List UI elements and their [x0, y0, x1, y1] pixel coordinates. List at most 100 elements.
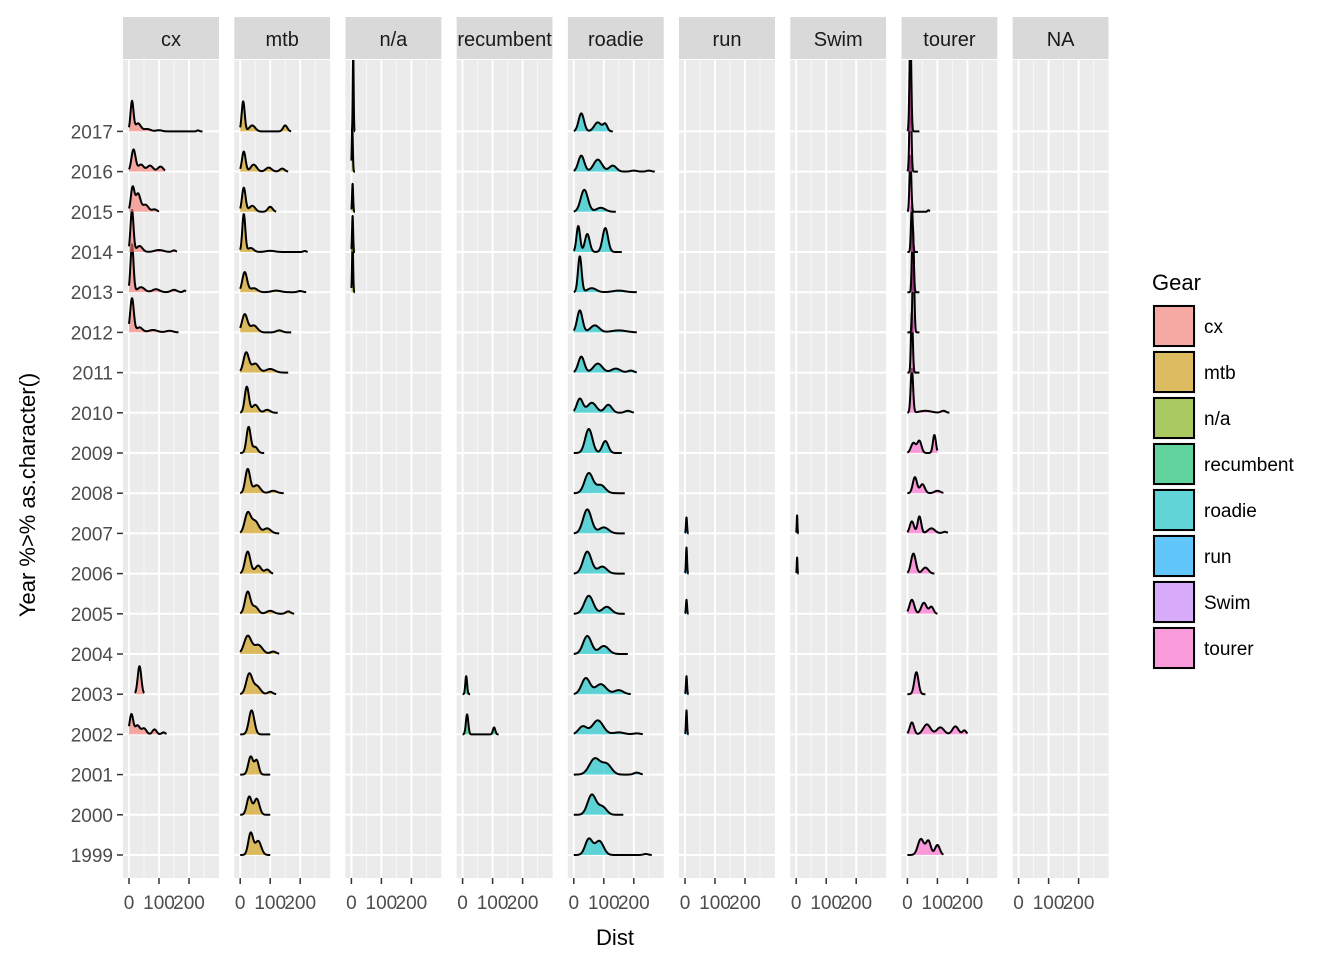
- ridge-fill: [240, 511, 280, 534]
- strip-background: [1012, 17, 1109, 59]
- x-tick-label: 0: [791, 893, 802, 914]
- strip-label: Swim: [814, 29, 863, 51]
- ridge-tourer-2010: [906, 367, 951, 414]
- ridge-line: [906, 311, 921, 374]
- ridge-mtb-2005: [239, 590, 295, 615]
- ridge-line: [573, 719, 644, 736]
- ridge-na-2013: [350, 241, 356, 294]
- ridge-roadie-2006: [573, 550, 626, 575]
- x-tick-label: 200: [952, 893, 984, 914]
- ridge-line: [239, 351, 289, 374]
- ridge-line: [350, 182, 356, 213]
- ridge-line: [906, 515, 949, 534]
- y-tick-label: 2000: [71, 806, 113, 827]
- legend-item-roadie: roadie: [1152, 488, 1257, 532]
- strip-label: run: [713, 29, 742, 51]
- ridge-fill: [240, 101, 292, 132]
- ridge-line: [684, 598, 690, 615]
- ridge-fill: [240, 352, 289, 373]
- ridge-mtb-2015: [239, 186, 277, 213]
- strip-label: tourer: [923, 29, 976, 51]
- ridge-swim-2006: [795, 556, 800, 575]
- ridge-roadie-2016: [573, 154, 656, 173]
- x-tick-label: 100: [477, 893, 509, 914]
- ridge-line: [573, 112, 614, 133]
- x-tick-label: 100: [588, 893, 620, 914]
- ridge-roadie-2005: [573, 594, 626, 615]
- ridge-line: [239, 150, 289, 173]
- legend-item-na: n/a: [1152, 396, 1231, 440]
- ridge-line: [573, 508, 626, 535]
- ridge-tourer-2005: [906, 598, 939, 615]
- ridge-fill: [240, 468, 284, 494]
- y-axis-title: Year %>% as.character(): [15, 373, 40, 617]
- y-tick-label: 2010: [71, 404, 113, 425]
- ridge-tourer-2006: [906, 552, 936, 575]
- ridge-roadie-2015: [573, 188, 617, 213]
- ridge-line: [906, 671, 927, 696]
- ridge-fill: [240, 426, 265, 453]
- strip-label: roadie: [588, 29, 644, 51]
- ridge-run-2005: [684, 598, 690, 615]
- y-tick-label: 2009: [71, 444, 113, 465]
- ridge-run-2006: [684, 546, 690, 575]
- ridge-roadie-2009: [573, 428, 623, 454]
- ridge-fill: [573, 509, 625, 534]
- y-tick-label: 2001: [71, 766, 113, 787]
- y-tick-label: 2008: [71, 484, 113, 505]
- facet-panel-na: [1012, 60, 1109, 878]
- ridge-fill: [907, 435, 938, 453]
- panel-background: [234, 60, 331, 878]
- ridge-fill: [573, 678, 631, 695]
- ridge-line: [239, 100, 292, 133]
- legend-swatch: [1153, 397, 1195, 439]
- ridge-line: [239, 385, 279, 414]
- ridge-line: [684, 709, 690, 736]
- ridge-tourer-2009: [906, 434, 939, 454]
- ridge-mtb-2002: [239, 709, 271, 736]
- ridge-fill: [573, 398, 634, 413]
- legend-item-recumbent: recumbent: [1152, 442, 1294, 486]
- ridge-run-2003: [684, 675, 690, 696]
- ridge-mtb-2013: [239, 271, 307, 294]
- ridge-na-2016: [350, 126, 356, 173]
- ridge-fill: [129, 186, 159, 212]
- facet-strip: NA: [1012, 17, 1109, 59]
- ridge-recumbent-2002: [461, 713, 500, 736]
- strip-label: recumbent: [457, 29, 552, 51]
- ridge-mtb-2006: [239, 550, 274, 575]
- x-tick-label: 200: [396, 893, 428, 914]
- ridge-swim-2007: [795, 514, 800, 535]
- ridge-line: [572, 225, 623, 253]
- legend-swatch: [1153, 305, 1195, 347]
- ridge-roadie-2013: [573, 255, 638, 294]
- ridge-fill: [907, 252, 920, 333]
- ridge-mtb-1999: [239, 831, 271, 856]
- strip-background: [456, 17, 553, 59]
- facet-strip: tourer: [901, 17, 998, 59]
- ridge-fill: [573, 635, 628, 654]
- legend-label: run: [1204, 547, 1231, 568]
- ridge-cx-2002: [128, 712, 168, 735]
- legend-title: Gear: [1152, 270, 1201, 295]
- x-tick-label: 200: [840, 893, 872, 914]
- panels: [123, 60, 1109, 878]
- ridge-line: [461, 675, 472, 696]
- ridge-line: [906, 721, 969, 735]
- x-tick-label: 200: [1063, 893, 1095, 914]
- ridge-line: [795, 514, 800, 535]
- ridge-line: [572, 397, 635, 414]
- ridge-line: [239, 186, 277, 213]
- panel-background: [567, 60, 664, 878]
- x-tick-label: 0: [680, 893, 691, 914]
- ridge-tourer-2017: [906, 60, 921, 133]
- x-axis-title: Dist: [596, 925, 634, 950]
- legend-label: roadie: [1204, 501, 1257, 522]
- y-tick-label: 2006: [71, 565, 113, 586]
- ridge-line: [350, 126, 356, 173]
- ridge-fill: [573, 113, 613, 132]
- ridge-line: [573, 634, 629, 655]
- ridge-roadie-2012: [572, 309, 638, 334]
- x-tick-label: 0: [902, 893, 913, 914]
- ridge-fill: [573, 595, 625, 614]
